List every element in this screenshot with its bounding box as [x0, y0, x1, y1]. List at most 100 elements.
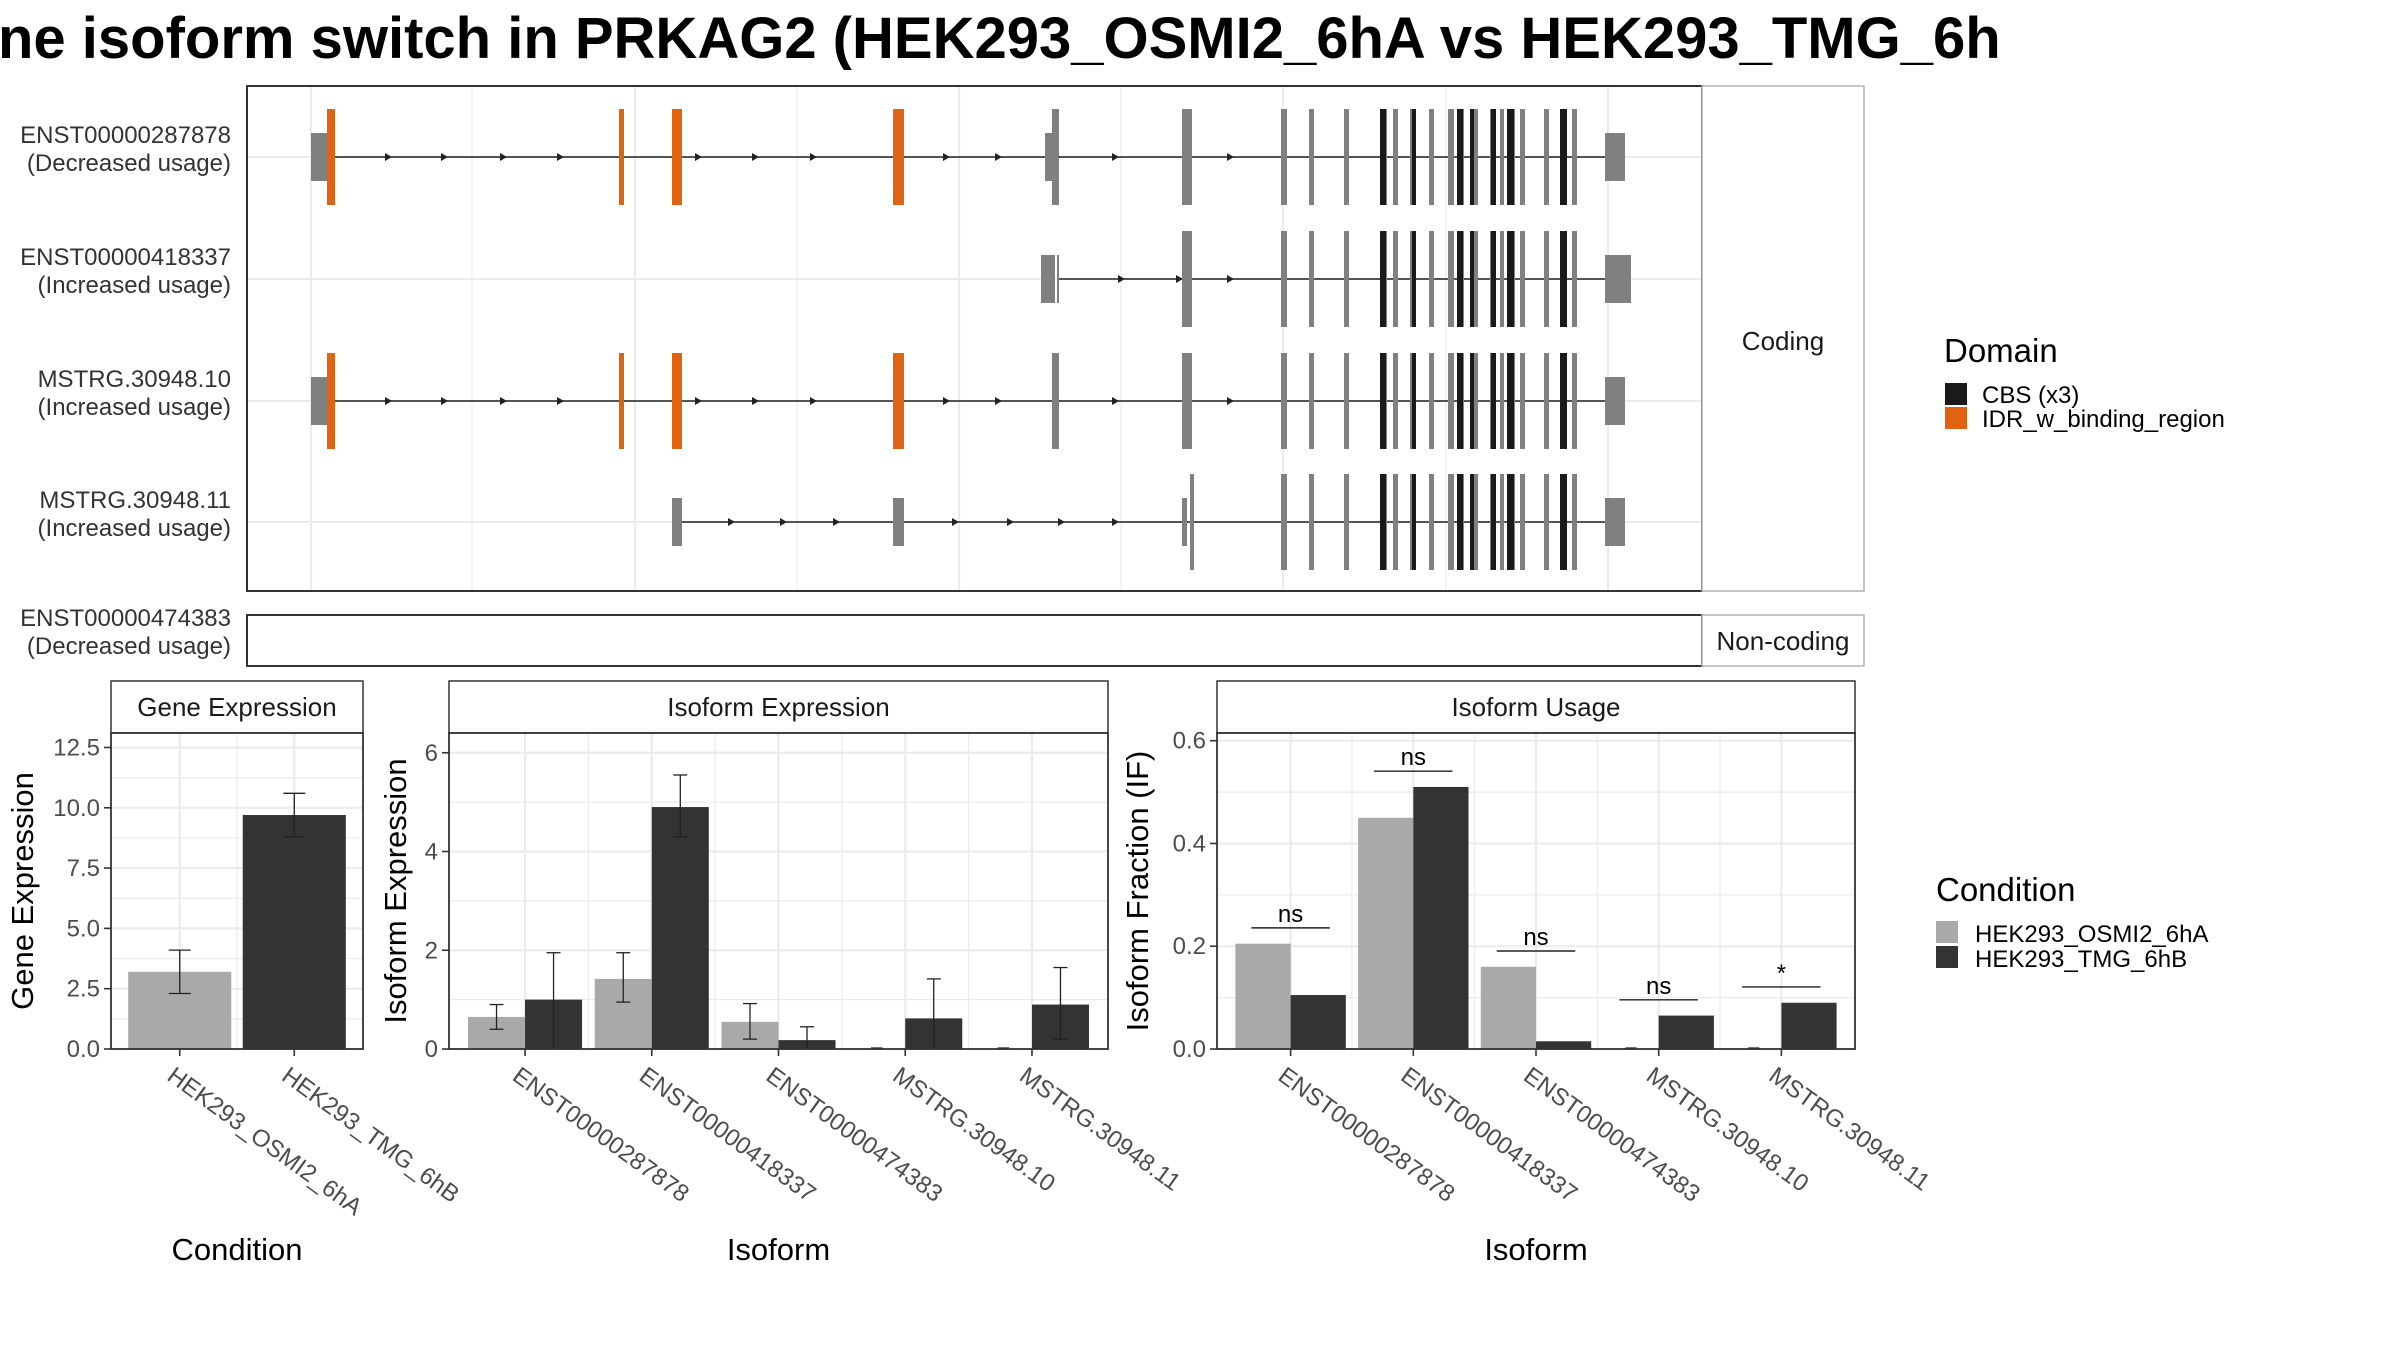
coding-exon [1344, 109, 1349, 205]
intron-direction-arrow [1007, 518, 1014, 526]
idr-domain-exon [672, 353, 682, 449]
transcript-labels: ENST00000287878(Decreased usage)ENST0000… [20, 122, 231, 660]
utr-exon [1057, 255, 1059, 303]
y-axis-title: Gene Expression [5, 772, 40, 1010]
coding-exon [1520, 109, 1525, 205]
cbs-legend-label: CBS (x3) [1982, 382, 2079, 409]
coding-exon [1472, 231, 1478, 327]
y-tick-label: 2.5 [67, 976, 100, 1003]
cbs-domain-exon [1560, 353, 1567, 449]
coding-exon [1448, 231, 1454, 327]
plot-frame [110, 732, 364, 1050]
coding-exon [1429, 231, 1434, 327]
bar [242, 815, 346, 1049]
transcript-usage-label: (Increased usage) [38, 272, 231, 299]
cbs-domain-exon [1507, 109, 1514, 205]
bar [1781, 1002, 1837, 1049]
transcript-track [311, 353, 1625, 449]
x-axis-title: Isoform [727, 1232, 830, 1267]
significance-label: ns [1523, 924, 1548, 951]
cbs-domain-exon [1507, 474, 1514, 570]
transcript-usage-label: (Decreased usage) [27, 633, 231, 660]
significance-label: ns [1401, 744, 1426, 771]
utr-exon [1190, 474, 1194, 570]
coding-exon [1182, 109, 1192, 205]
transcript-structure-panel: Coding Non-coding ENST00000287878(Decrea… [20, 85, 1865, 667]
intron-direction-arrow [695, 153, 702, 161]
y-axis-title: Isoform Expression [378, 758, 413, 1023]
coding-exon [1572, 353, 1577, 449]
cbs-domain-exon [1412, 353, 1416, 449]
intron-direction-arrow [943, 153, 950, 161]
domain-legend: Domain CBS (x3) IDR_w_binding_region [1944, 332, 2225, 433]
intron-direction-arrow [780, 518, 787, 526]
cbs-swatch [1945, 383, 1967, 405]
transcript-track [311, 109, 1625, 205]
idr-domain-exon [672, 109, 682, 205]
coding-strip [1701, 85, 1865, 592]
x-axis-title: Condition [172, 1232, 303, 1267]
coding-exon [1393, 474, 1398, 570]
coding-exon [1520, 231, 1525, 327]
y-tick-label: 7.5 [67, 855, 100, 882]
transcript-track [672, 474, 1625, 570]
utr-exon [1182, 498, 1187, 546]
isoform-expression-panel: Isoform Expression0246ENST00000287878ENS… [378, 680, 1185, 1267]
condition-a-legend-label: HEK293_OSMI2_6hA [1975, 921, 2208, 948]
coding-exon [1281, 231, 1287, 327]
intron-direction-arrow [752, 153, 759, 161]
cbs-domain-exon [1470, 474, 1474, 570]
condition-b-swatch [1936, 946, 1958, 968]
cbs-domain-exon [1412, 109, 1416, 205]
intron-direction-arrow [385, 397, 392, 405]
cbs-domain-exon [1380, 231, 1386, 327]
coding-exon [1572, 474, 1577, 570]
y-tick-label: 4 [425, 839, 438, 866]
coding-exon [1344, 353, 1349, 449]
condition-legend-title: Condition [1936, 871, 2075, 908]
transcript-track [1041, 231, 1631, 327]
cbs-domain-exon [1457, 353, 1463, 449]
coding-exon [1410, 353, 1413, 449]
significance-label: ns [1646, 973, 1671, 1000]
cbs-domain-exon [1380, 353, 1386, 449]
x-tick-label: HEK293_OSMI2_6hA [162, 1062, 367, 1221]
coding-exon [1429, 109, 1434, 205]
y-tick-label: 0.4 [1173, 830, 1206, 857]
coding-exon [1448, 353, 1454, 449]
intron-direction-arrow [995, 153, 1002, 161]
coding-exon [1544, 353, 1549, 449]
coding-exon [1281, 474, 1287, 570]
noncoding-panel-frame [246, 614, 1703, 667]
cbs-domain-exon [1412, 474, 1416, 570]
cbs-domain-exon [1470, 231, 1474, 327]
intron-direction-arrow [1227, 153, 1234, 161]
coding-exon [1309, 353, 1314, 449]
intron-direction-arrow [441, 153, 448, 161]
cbs-domain-exon [1491, 231, 1496, 327]
x-axis-title: Isoform [1484, 1232, 1587, 1267]
intron-direction-arrow [441, 397, 448, 405]
idr-domain-exon [893, 353, 904, 449]
bar [1290, 995, 1346, 1049]
cbs-domain-exon [1560, 109, 1567, 205]
coding-exon [1572, 231, 1577, 327]
coding-exon [1544, 109, 1549, 205]
intron-direction-arrow [1227, 397, 1234, 405]
y-tick-label: 0.0 [1173, 1036, 1206, 1063]
bar [1658, 1015, 1714, 1049]
idr-domain-exon [327, 109, 335, 205]
intron-direction-arrow [728, 518, 735, 526]
bar [1480, 966, 1536, 1049]
coding-exon [1429, 474, 1434, 570]
panel-strip [448, 680, 1109, 734]
coding-exon [1309, 231, 1314, 327]
coding-exon [1344, 231, 1349, 327]
cbs-domain-exon [1470, 353, 1474, 449]
idr-domain-exon [893, 109, 904, 205]
intron-direction-arrow [385, 153, 392, 161]
coding-exon [1448, 474, 1454, 570]
transcript-id-label: ENST00000287878 [20, 122, 231, 149]
idr-domain-exon [619, 109, 624, 205]
coding-exon [1500, 231, 1504, 327]
